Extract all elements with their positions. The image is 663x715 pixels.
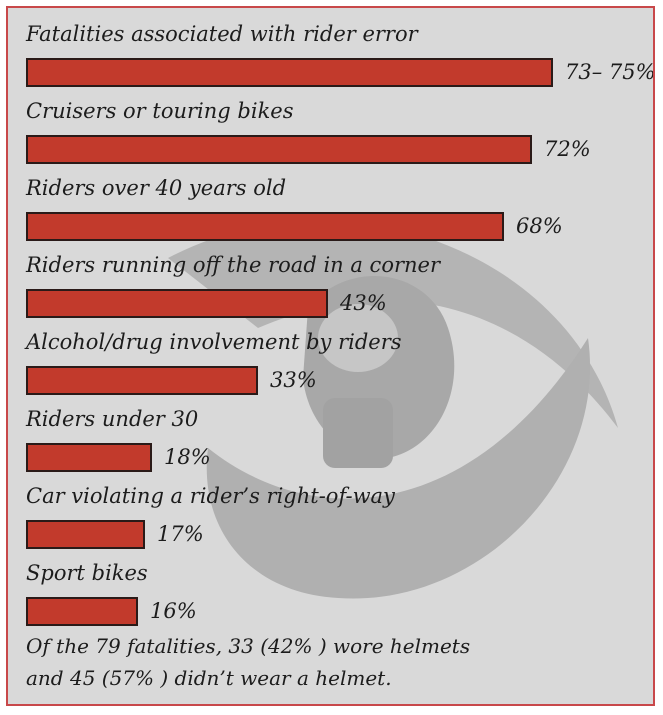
category-label: Sport bikes [26,561,148,585]
footnote-line-2: and 45 (57% ) didn’t wear a helmet. [26,666,392,690]
bar [26,366,258,395]
bar [26,597,138,626]
chart-frame: Fatalities associated with rider error 73… [6,6,655,706]
grim-reaper-scythe-icon [168,220,618,599]
value-label: 72% [544,137,591,161]
value-label: 43% [340,291,387,315]
category-label: Riders under 30 [26,407,199,431]
category-label: Riders over 40 years old [26,176,287,200]
bar [26,520,145,549]
value-label: 18% [164,445,211,469]
bar [26,289,328,318]
bar [26,135,532,164]
category-label: Car violating a rider’s right-of-way [26,484,395,508]
value-label: 17% [157,522,204,546]
value-label: 73– 75% [565,60,655,84]
bar [26,212,504,241]
footnote-line-1: Of the 79 fatalities, 33 (42% ) wore hel… [26,634,471,658]
value-label: 68% [516,214,563,238]
category-label: Fatalities associated with rider error [26,22,418,46]
category-label: Riders running off the road in a corner [26,253,440,277]
category-label: Cruisers or touring bikes [26,99,294,123]
category-label: Alcohol/drug involvement by riders [26,330,402,354]
value-label: 33% [270,368,317,392]
value-label: 16% [150,599,197,623]
bar [26,58,553,87]
bar [26,443,152,472]
